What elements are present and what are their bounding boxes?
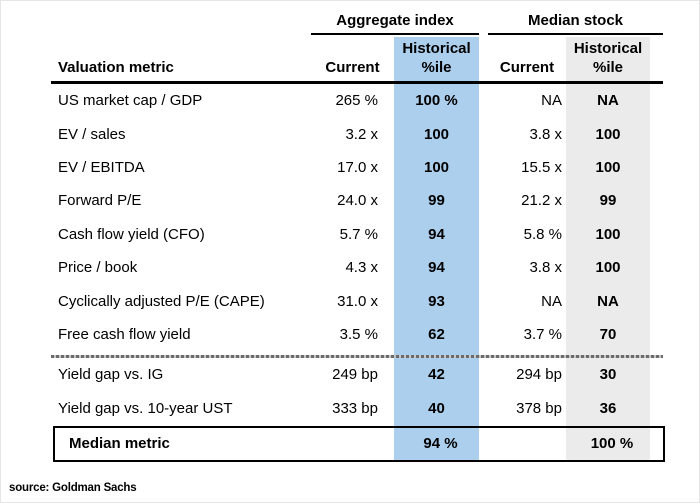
aggregate-current-value: 5.7 % xyxy=(339,225,378,243)
valuation-table: Aggregate index Median stock Valuation m… xyxy=(51,11,665,462)
aggregate-pctile-value: 100 % xyxy=(415,92,458,110)
median-pctile-value: NA xyxy=(597,292,619,310)
aggregate-pctile-value: 94 xyxy=(428,259,445,277)
metric-label: Price / book xyxy=(58,259,138,277)
aggregate-current-value: 24.0 x xyxy=(337,192,378,210)
column-header-aggregate-historical-pctile: Historical %ile xyxy=(394,35,479,81)
median-current-value: 15.5 x xyxy=(521,158,562,176)
aggregate-current-value: 333 bp xyxy=(332,399,378,417)
table-row: Cash flow yield (CFO) 5.7 % 94 5.8 % 100 xyxy=(51,218,663,251)
aggregate-pctile-highlight-band xyxy=(394,37,479,460)
median-current-value: 21.2 x xyxy=(521,192,562,210)
median-metric-summary-box: Median metric 94 % 100 % xyxy=(53,425,665,462)
median-metric-median-pctile: 100 % xyxy=(590,435,634,453)
historical-label: Historical xyxy=(402,40,471,57)
aggregate-pctile-value: 93 xyxy=(428,292,445,310)
table-row: Forward P/E 24.0 x 99 21.2 x 99 xyxy=(51,184,663,217)
section-divider xyxy=(51,355,663,359)
table-row: Price / book 4.3 x 94 3.8 x 100 xyxy=(51,251,663,284)
table-row: Yield gap vs. IG 249 bp 42 294 bp 30 xyxy=(51,358,663,391)
column-header-median-current: Current xyxy=(499,59,555,76)
median-metric-aggregate-pctile: 94 % xyxy=(423,435,458,453)
metric-label: Free cash flow yield xyxy=(58,325,191,343)
median-current-value: 5.8 % xyxy=(523,225,562,243)
metric-label: EV / sales xyxy=(58,125,126,143)
aggregate-current-value: 3.5 % xyxy=(339,325,378,343)
median-current-value: NA xyxy=(541,292,562,310)
pctile-label: %ile xyxy=(592,59,623,76)
aggregate-current-value: 3.2 x xyxy=(345,125,378,143)
median-pctile-value: 99 xyxy=(599,192,617,210)
metric-label: Yield gap vs. 10-year UST xyxy=(58,399,233,417)
source-note: source: Goldman Sachs xyxy=(9,482,137,494)
metric-label: US market cap / GDP xyxy=(58,92,203,110)
column-header-valuation-metric: Valuation metric xyxy=(58,59,174,76)
aggregate-pctile-value: 94 xyxy=(428,225,445,243)
aggregate-current-value: 31.0 x xyxy=(337,292,378,310)
aggregate-pctile-value: 99 xyxy=(428,192,445,210)
median-pctile-value: NA xyxy=(597,92,619,110)
aggregate-pctile-value: 100 xyxy=(423,125,450,143)
median-metric-label: Median metric xyxy=(69,435,170,453)
table-row: Yield gap vs. 10-year UST 333 bp 40 378 … xyxy=(51,392,663,425)
metric-label: Forward P/E xyxy=(58,192,142,210)
median-current-value: 3.7 % xyxy=(523,325,562,343)
table-row: Cyclically adjusted P/E (CAPE) 31.0 x 93… xyxy=(51,284,663,317)
column-header-median-historical-pctile: Historical %ile xyxy=(566,35,650,81)
metric-label: Yield gap vs. IG xyxy=(58,366,164,384)
median-pctile-value: 100 xyxy=(595,158,621,176)
median-pctile-value: 100 xyxy=(595,125,621,143)
column-group-header-row: Aggregate index Median stock xyxy=(51,11,663,35)
pctile-label: %ile xyxy=(421,59,452,76)
table-row: Free cash flow yield 3.5 % 62 3.7 % 70 xyxy=(51,318,663,351)
median-metric-row: Median metric 94 % 100 % xyxy=(55,428,663,460)
median-pctile-value: 100 xyxy=(595,225,621,243)
aggregate-current-value: 4.3 x xyxy=(345,259,378,277)
metric-label: Cyclically adjusted P/E (CAPE) xyxy=(58,292,265,310)
aggregate-current-value: 249 bp xyxy=(332,366,378,384)
aggregate-pctile-value: 62 xyxy=(428,325,445,343)
median-current-value: 3.8 x xyxy=(529,125,562,143)
group-header-aggregate-index: Aggregate index xyxy=(311,11,479,35)
group-header-median-stock: Median stock xyxy=(488,11,663,35)
aggregate-pctile-value: 42 xyxy=(428,366,445,384)
median-current-value: 3.8 x xyxy=(529,259,562,277)
aggregate-pctile-value: 40 xyxy=(428,399,445,417)
median-pctile-value: 70 xyxy=(599,325,617,343)
historical-label: Historical xyxy=(573,40,643,57)
median-current-value: 378 bp xyxy=(516,399,562,417)
aggregate-pctile-value: 100 xyxy=(423,158,450,176)
median-pctile-value: 100 xyxy=(595,259,621,277)
table-row: EV / EBITDA 17.0 x 100 15.5 x 100 xyxy=(51,151,663,184)
median-current-value: NA xyxy=(541,92,562,110)
median-current-value: 294 bp xyxy=(516,366,562,384)
median-pctile-value: 30 xyxy=(599,366,617,384)
metric-label: Cash flow yield (CFO) xyxy=(58,225,205,243)
median-pctile-value: 36 xyxy=(599,399,617,417)
column-header-aggregate-current: Current xyxy=(325,59,380,76)
median-pctile-highlight-band xyxy=(566,37,650,460)
table-row: EV / sales 3.2 x 100 3.8 x 100 xyxy=(51,117,663,150)
table-row: US market cap / GDP 265 % 100 % NA NA xyxy=(51,84,663,117)
aggregate-current-value: 17.0 x xyxy=(337,158,378,176)
metric-label: EV / EBITDA xyxy=(58,158,145,176)
column-header-row: Valuation metric Current Historical %ile… xyxy=(51,35,663,84)
aggregate-current-value: 265 % xyxy=(335,92,378,110)
